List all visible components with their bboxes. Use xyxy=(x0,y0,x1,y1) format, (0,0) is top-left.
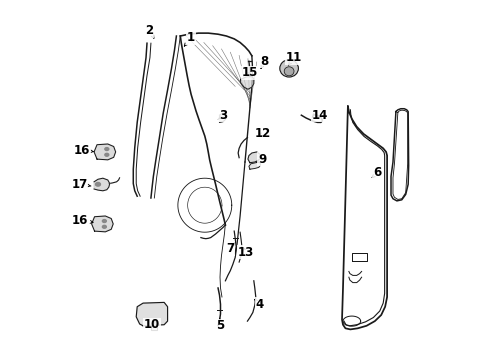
Polygon shape xyxy=(151,326,157,330)
Polygon shape xyxy=(94,144,116,160)
Text: 13: 13 xyxy=(238,246,254,258)
Polygon shape xyxy=(94,178,110,191)
Text: 4: 4 xyxy=(254,298,264,311)
Circle shape xyxy=(102,225,106,228)
Polygon shape xyxy=(220,113,226,122)
Text: 3: 3 xyxy=(218,109,227,122)
Text: 7: 7 xyxy=(226,242,235,255)
Text: 6: 6 xyxy=(372,166,381,179)
Polygon shape xyxy=(92,216,113,232)
Text: 10: 10 xyxy=(144,318,160,331)
Text: 15: 15 xyxy=(242,66,258,79)
Polygon shape xyxy=(249,162,261,169)
Text: 12: 12 xyxy=(254,127,271,140)
Text: 16: 16 xyxy=(74,144,94,157)
Ellipse shape xyxy=(280,60,298,77)
Polygon shape xyxy=(248,152,261,163)
Text: 11: 11 xyxy=(286,51,302,65)
Text: 16: 16 xyxy=(72,214,93,227)
Text: 5: 5 xyxy=(217,318,224,332)
Text: 2: 2 xyxy=(146,24,154,38)
Polygon shape xyxy=(136,302,168,326)
Text: 17: 17 xyxy=(71,178,91,191)
Text: 9: 9 xyxy=(257,153,266,166)
Circle shape xyxy=(96,183,100,186)
Text: 14: 14 xyxy=(311,109,328,122)
Text: 8: 8 xyxy=(261,55,269,68)
Text: 1: 1 xyxy=(184,31,195,46)
Polygon shape xyxy=(240,76,254,89)
Circle shape xyxy=(102,220,106,222)
Circle shape xyxy=(105,148,109,150)
Ellipse shape xyxy=(284,67,294,76)
Circle shape xyxy=(105,153,109,156)
